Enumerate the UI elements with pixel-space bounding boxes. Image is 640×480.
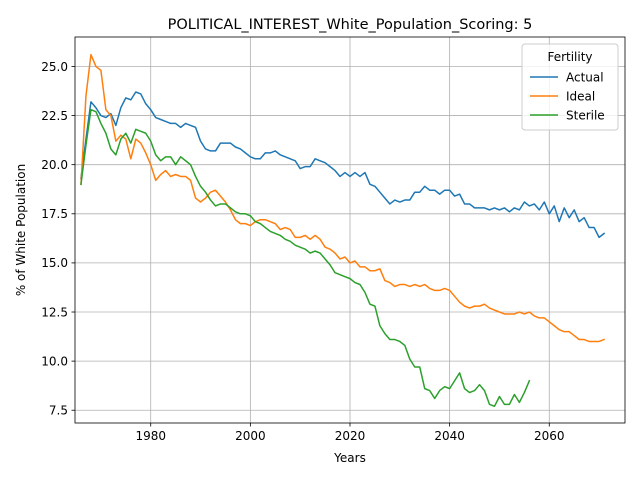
series-lines <box>80 53 606 408</box>
series-line-ideal <box>80 53 606 343</box>
y-tick-label: 20.0 <box>41 158 68 172</box>
y-tick-label: 15.0 <box>41 256 68 270</box>
x-tick-label: 2020 <box>335 429 366 443</box>
y-tick-label: 22.5 <box>41 109 68 123</box>
legend-label-sterile: Sterile <box>566 108 605 122</box>
y-tick-label: 17.5 <box>41 207 68 221</box>
y-tick-label: 12.5 <box>41 305 68 319</box>
series-line-sterile <box>80 108 531 408</box>
axis-ticks: 1980 2000 2020 2040 2060 7.5 10.0 12.5 15.0 17.5 2… <box>41 60 564 443</box>
y-axis-label: % of White Population <box>14 164 28 296</box>
grid-lines <box>75 37 625 423</box>
x-tick-label: 2000 <box>235 429 266 443</box>
x-tick-label: 2040 <box>434 429 465 443</box>
legend-box <box>521 43 619 131</box>
x-tick-label: 1980 <box>135 429 166 443</box>
legend-title: Fertility <box>547 50 592 64</box>
x-tick-label: 2060 <box>534 429 565 443</box>
y-tick-label: 25.0 <box>41 60 68 74</box>
x-axis-label: Years <box>333 451 366 465</box>
legend-label-ideal: Ideal <box>566 89 595 103</box>
legend: Fertility Actual Ideal Sterile <box>521 43 619 131</box>
chart-title: POLITICAL_INTEREST_White_Population_Scor… <box>168 17 533 33</box>
legend-items: Actual Ideal Sterile <box>530 70 605 122</box>
y-tick-label: 10.0 <box>41 354 68 368</box>
legend-label-actual: Actual <box>566 70 604 84</box>
series-line-actual <box>80 91 606 239</box>
y-tick-label: 7.5 <box>49 404 68 418</box>
